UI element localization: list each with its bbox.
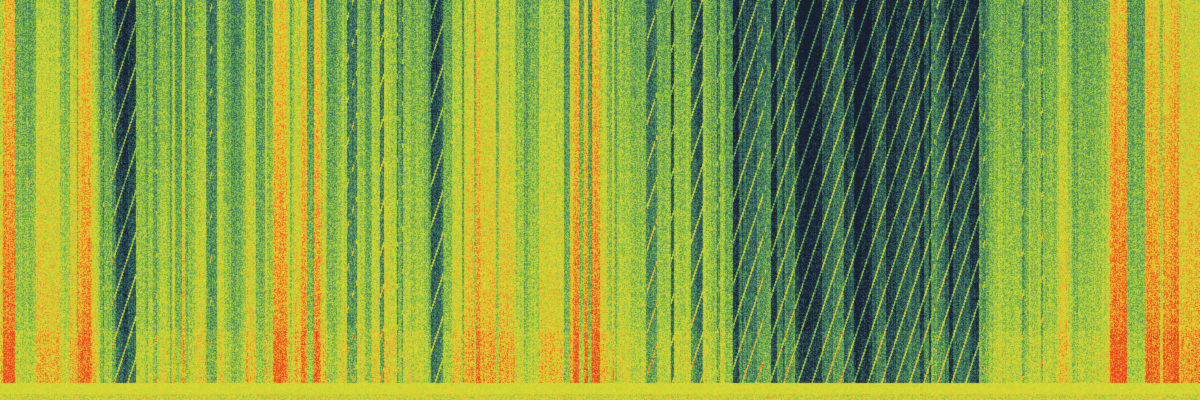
spectrogram-image <box>0 0 1200 400</box>
